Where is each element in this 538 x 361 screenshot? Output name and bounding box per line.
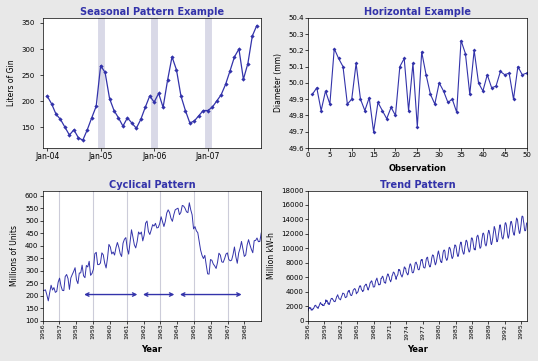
Y-axis label: Diameter (mm): Diameter (mm)	[274, 53, 282, 112]
Y-axis label: Millions of Units: Millions of Units	[10, 225, 19, 286]
X-axis label: Year: Year	[141, 345, 162, 354]
Title: Horizontal Example: Horizontal Example	[364, 7, 471, 17]
X-axis label: Observation: Observation	[388, 164, 446, 173]
Title: Cyclical Pattern: Cyclical Pattern	[109, 180, 195, 190]
Y-axis label: Million kW-h: Million kW-h	[267, 232, 276, 279]
X-axis label: Year: Year	[407, 345, 428, 354]
Title: Trend Pattern: Trend Pattern	[379, 180, 455, 190]
Y-axis label: Liters of Gin: Liters of Gin	[7, 60, 16, 106]
Title: Seasonal Pattern Example: Seasonal Pattern Example	[80, 7, 224, 17]
